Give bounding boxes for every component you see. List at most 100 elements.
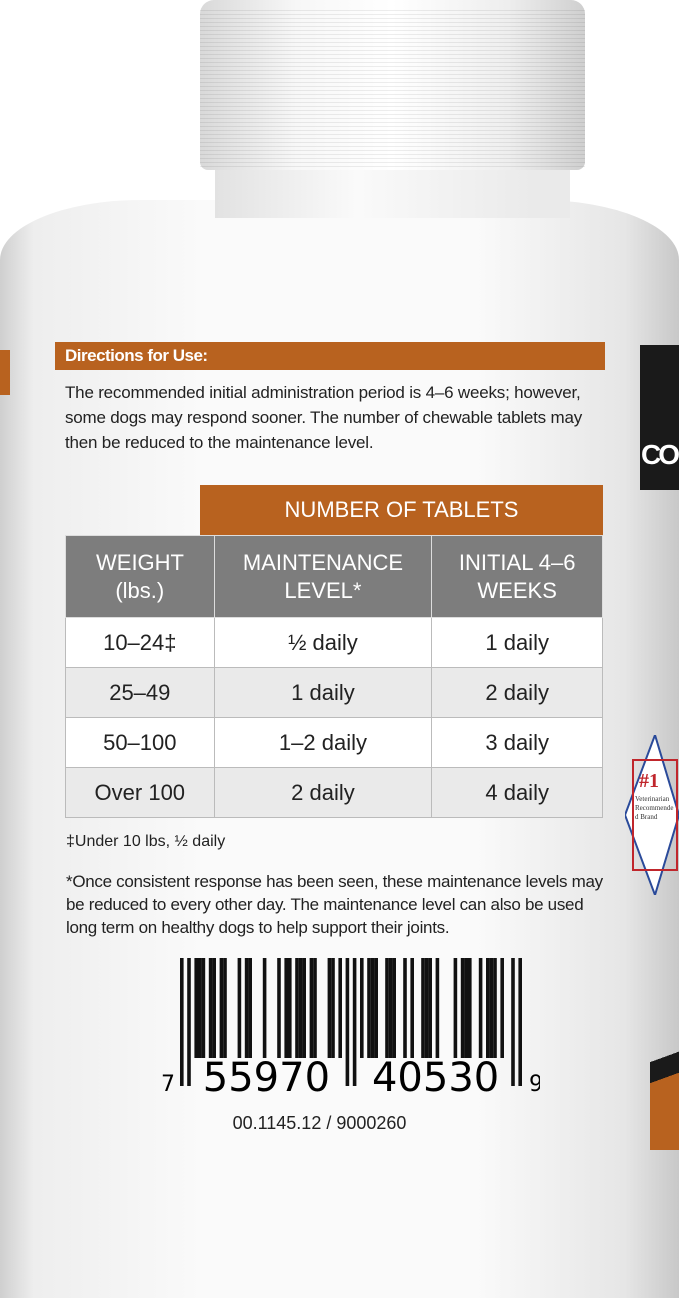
barcode-bar	[360, 958, 364, 1058]
cap-ridge	[200, 82, 585, 83]
cap-ridge	[200, 158, 585, 159]
barcode-bar	[385, 958, 389, 1058]
cap-ridge	[200, 74, 585, 75]
barcode-bar	[331, 958, 335, 1058]
table-cell: 50–100	[65, 717, 215, 768]
lot-code: 00.1145.12 / 9000260	[232, 1113, 407, 1133]
cap-ridge	[200, 46, 585, 47]
cap-ridge	[200, 42, 585, 43]
table-cell: 2 daily	[213, 767, 433, 818]
cap-ridge	[200, 154, 585, 155]
barcode-digits: 40530	[372, 1055, 499, 1098]
table-cell: 1 daily	[431, 617, 603, 668]
barcode-digits: 9	[529, 1072, 540, 1097]
barcode-bar	[244, 958, 249, 1058]
table-row: Over 100 2 daily 4 daily	[65, 767, 603, 818]
cap-ridge	[200, 122, 585, 123]
barcode-bar	[302, 958, 306, 1058]
cap-ridge	[200, 134, 585, 135]
barcode-bar	[187, 958, 191, 1086]
cap-ridge	[200, 142, 585, 143]
column-initial: INITIAL 4–6 WEEKS	[431, 535, 603, 618]
table-cell: Over 100	[65, 767, 215, 818]
barcode-bar	[180, 958, 184, 1086]
cap-ridge	[200, 26, 585, 27]
cap-ridge	[200, 54, 585, 55]
cap-ridge	[200, 62, 585, 63]
barcode-bar	[460, 958, 465, 1058]
barcode-bar	[486, 958, 490, 1058]
barcode-bar	[219, 958, 224, 1058]
barcode-bar	[277, 958, 281, 1058]
barcode-bar	[370, 958, 375, 1058]
footnote-dagger: ‡Under 10 lbs, ½ daily	[66, 833, 226, 850]
bottle-neck	[215, 168, 570, 218]
barcode-bar	[453, 958, 458, 1058]
cap-ridge	[200, 30, 585, 31]
column-maintenance: MAINTENANCE LEVEL*	[213, 535, 433, 618]
barcode-bar	[298, 958, 303, 1058]
cap-ridge	[200, 118, 585, 119]
barcode-bar	[248, 958, 252, 1058]
cap-ridge	[200, 22, 585, 23]
barcode-bar	[284, 958, 288, 1058]
barcode-bar	[262, 958, 267, 1058]
cap-ridge	[200, 138, 585, 139]
barcode-bar	[223, 958, 227, 1058]
barcode-bar	[424, 958, 429, 1058]
cap-ridge	[200, 50, 585, 51]
barcode-bar	[313, 958, 317, 1058]
barcode-bar	[374, 958, 378, 1058]
cap-ridge	[200, 66, 585, 67]
table-cell: 1–2 daily	[213, 717, 433, 768]
brand-panel: CO	[640, 345, 679, 490]
table-cell: ½ daily	[213, 617, 433, 668]
barcode-digits: 7	[161, 1072, 175, 1097]
barcode-bar	[511, 958, 515, 1086]
cap-ridge	[200, 10, 585, 11]
table-cell: 3 daily	[431, 717, 603, 768]
cap-ridge	[200, 162, 585, 163]
cap-ridge	[200, 94, 585, 95]
column-weight: WEIGHT (lbs.)	[65, 535, 215, 618]
barcode-bar	[309, 958, 314, 1058]
cap-ridge	[200, 58, 585, 59]
cap-ridge	[200, 78, 585, 79]
barcode-bar	[194, 958, 198, 1058]
barcode-bar	[327, 958, 332, 1058]
upc-barcode: 7 55970 40530 9	[161, 958, 540, 1098]
cap-ridge	[200, 106, 585, 107]
directions-text: The recommended initial administration p…	[65, 383, 583, 452]
barcode-bar	[435, 958, 440, 1058]
barcode-digits: 55970	[203, 1055, 330, 1098]
barcode-bar	[410, 958, 414, 1058]
table-row: 25–49 1 daily 2 daily	[65, 667, 603, 718]
footnote-asterisk: *Once consistent response has been seen,…	[66, 872, 603, 937]
barcode-bar	[288, 958, 292, 1058]
table-cell: 1 daily	[213, 667, 433, 718]
barcode-bar	[464, 958, 468, 1058]
cap-ridge	[200, 110, 585, 111]
barcode-bar	[198, 958, 202, 1058]
barcode-bar	[518, 958, 522, 1086]
table-cell: 10–24‡	[65, 617, 215, 668]
barcode-bar	[500, 958, 504, 1058]
barcode-bar	[388, 958, 393, 1058]
bottle-cap	[200, 0, 585, 170]
barcode-bar	[208, 958, 213, 1058]
cap-ridge	[200, 150, 585, 151]
label-edge	[0, 350, 10, 395]
badge-text: Veterinarian Recommended Brand	[635, 795, 674, 821]
barcode-bar	[345, 958, 350, 1086]
cap-ridge	[200, 98, 585, 99]
barcode-bar	[403, 958, 407, 1058]
cap-ridge	[200, 90, 585, 91]
barcode-bar	[295, 958, 299, 1058]
cap-ridge	[200, 86, 585, 87]
barcode-bar	[421, 958, 425, 1058]
barcode-bar	[392, 958, 396, 1058]
table-cell: 2 daily	[431, 667, 603, 718]
barcode-bar	[367, 958, 371, 1058]
cap-ridge	[200, 146, 585, 147]
cap-ridge	[200, 18, 585, 19]
